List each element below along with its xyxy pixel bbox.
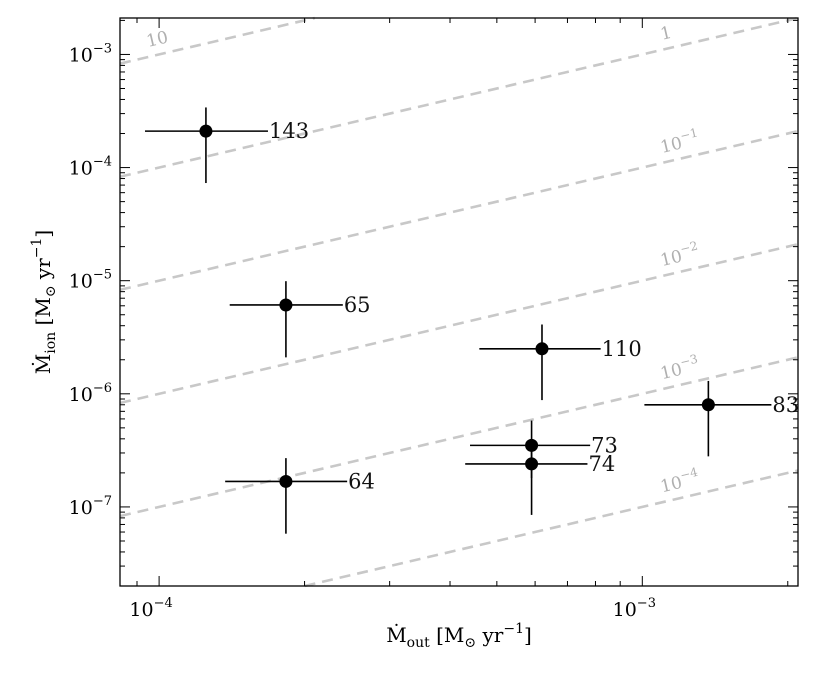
ratio-line-10-3: [119, 356, 799, 518]
ratio-line-10: [119, 16, 316, 65]
ratio-line-10-3-label: 10−3: [658, 352, 702, 384]
ratio-line-10-1-label: 10−1: [658, 125, 702, 157]
point-143-label: 143: [269, 119, 309, 143]
ratio-line-1: [119, 16, 799, 178]
axis-ticks: [120, 18, 798, 587]
ratio-line-10-label: 10: [145, 28, 171, 52]
point-64-marker: [279, 474, 293, 488]
y-tick-label-6: 10−6: [69, 381, 112, 406]
point-74-label: 74: [588, 452, 615, 476]
point-74-marker: [525, 457, 539, 471]
ratio-line-1-label: 1: [659, 23, 674, 45]
tick-labels: 10−4 10−3 10−7 10−6 10−5 10−4 10−3: [69, 41, 656, 621]
y-axis-title: Ṁion [M⊙ yr−1]: [29, 230, 59, 374]
plot-frame: [119, 17, 799, 587]
point-110-marker: [535, 342, 549, 356]
ratio-line-10-1: [119, 129, 799, 292]
y-tick-label-3: 10−3: [69, 41, 112, 66]
point-65-marker: [279, 298, 293, 312]
point-110-label: 110: [602, 337, 642, 361]
point-73-label: 73: [591, 433, 618, 457]
markers: [199, 124, 715, 488]
ratio-line-10-4-label: 10−4: [658, 465, 702, 497]
y-tick-label-5: 10−5: [69, 268, 112, 293]
y-tick-label-4: 10−4: [69, 155, 112, 180]
x-axis-title: Ṁout [M⊙ yr−1]: [386, 621, 532, 651]
ratio-line-10-4: [304, 469, 799, 588]
point-65-label: 65: [344, 293, 371, 317]
x-tick-label-4: 10−4: [129, 596, 172, 621]
x-tick-label-3: 10−3: [613, 596, 656, 621]
point-83-marker: [701, 398, 715, 412]
plot-background: [120, 18, 798, 586]
point-64-label: 64: [348, 469, 375, 493]
ratio-lines: 10 1 10−1 10−2 10−3 10−4: [119, 16, 799, 588]
ratio-line-10-2: [119, 242, 799, 405]
point-143-marker: [199, 124, 213, 138]
ratio-line-10-2-label: 10−2: [658, 239, 702, 271]
point-73-marker: [525, 438, 539, 452]
y-tick-label-7: 10−7: [69, 494, 112, 519]
